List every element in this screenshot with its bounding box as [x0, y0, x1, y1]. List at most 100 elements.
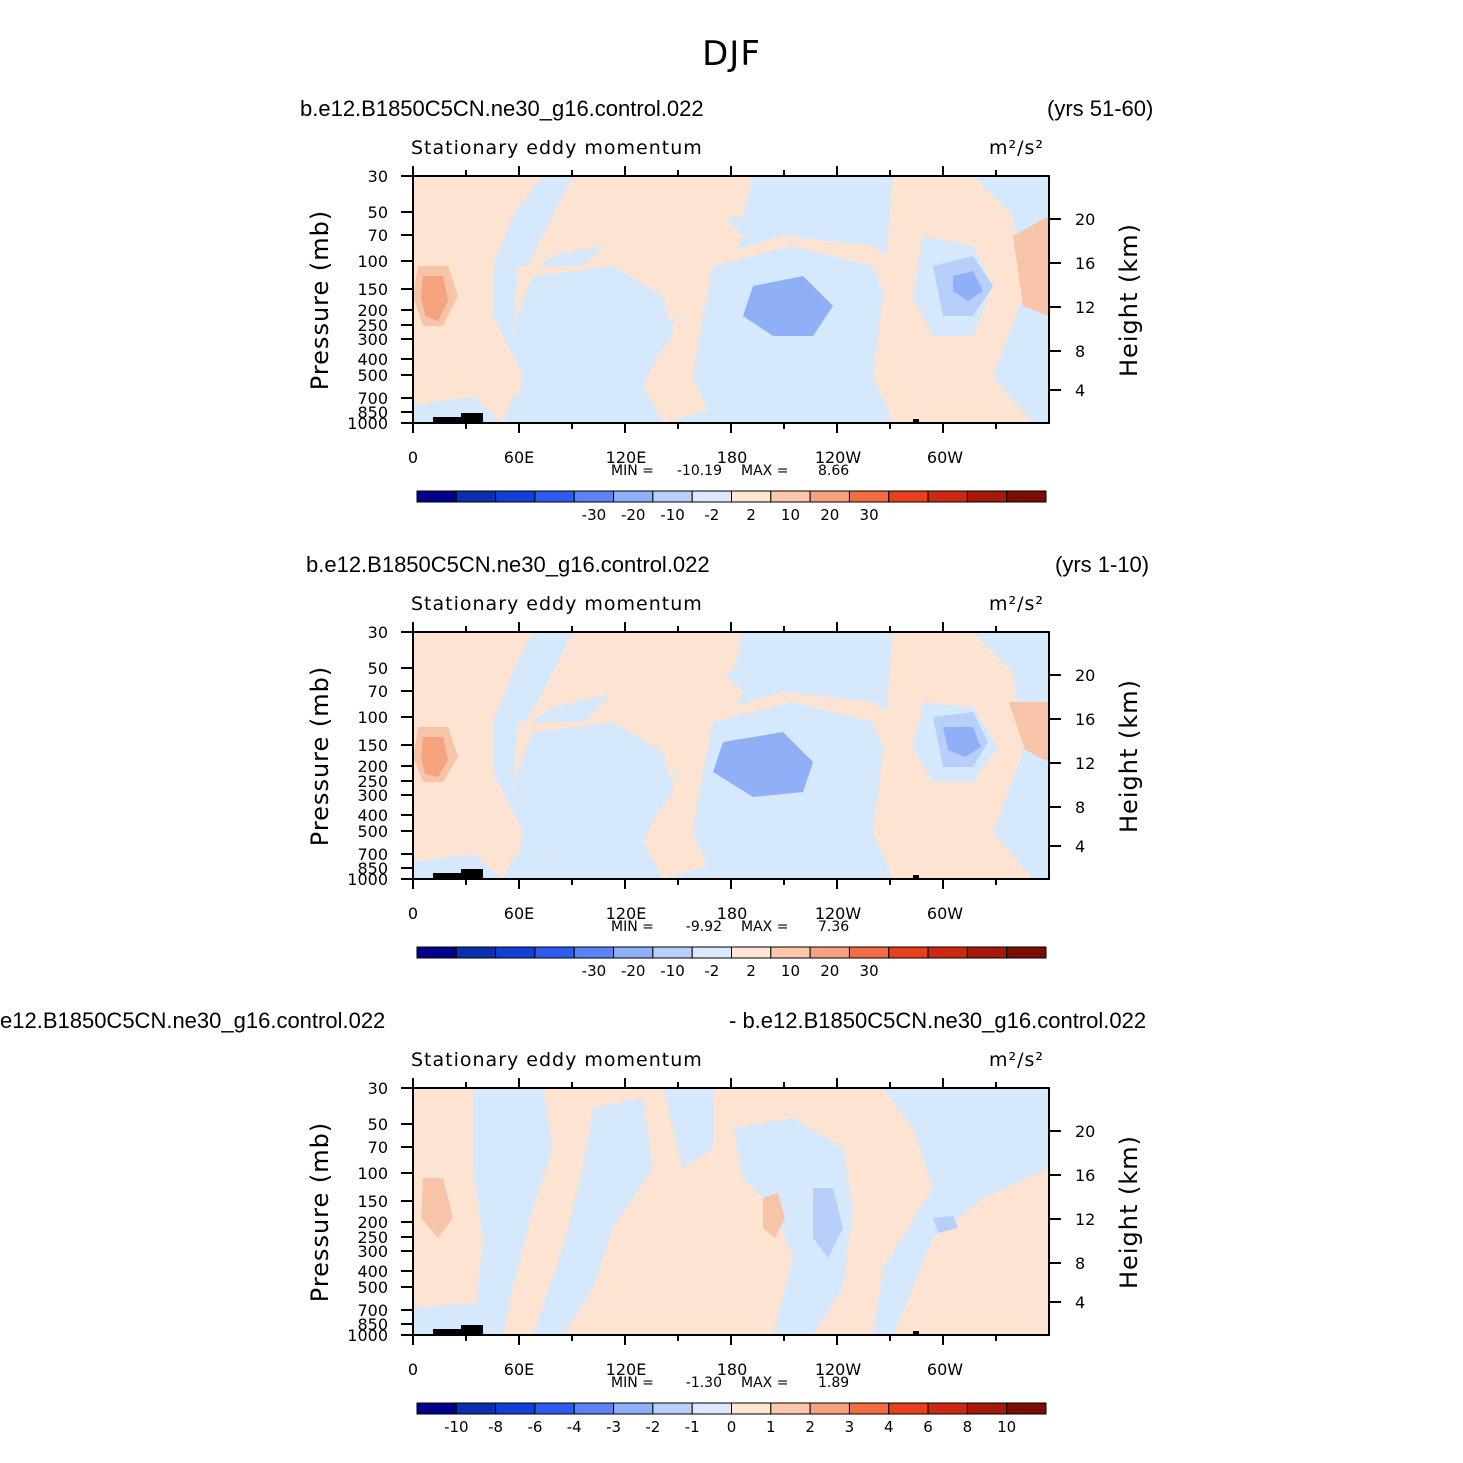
contour-region [473, 1088, 553, 1335]
y-right-tick-label: 16 [1075, 1166, 1095, 1185]
min-max: MIN = -9.92 MAX = 7.36 [611, 919, 849, 935]
y-right-tick-label: 20 [1075, 666, 1095, 685]
x-tick-label: 60E [504, 1360, 534, 1379]
colorbar-label: 0 [727, 1418, 737, 1436]
panel-title-left: b.e12.B1850C5CN.ne30_g16.control.022 [300, 96, 704, 121]
y-right-tick-label: 20 [1075, 210, 1095, 229]
x-tick-label: 0 [408, 904, 418, 923]
max-value: 7.36 [818, 919, 849, 935]
contour-region [513, 266, 673, 423]
units-label: m²/s² [989, 137, 1045, 159]
colorbar-label: -20 [621, 962, 646, 980]
colorbar-label: -10 [660, 962, 685, 980]
y-right-tick-label: 20 [1075, 1122, 1095, 1141]
colorbar-label: 6 [923, 1418, 933, 1436]
min-label: MIN = [611, 1375, 654, 1391]
y-tick-label: 50 [368, 203, 388, 222]
y-right-tick-label: 4 [1075, 1293, 1085, 1312]
colorbar-label: 30 [860, 506, 879, 524]
contour-region [953, 271, 983, 301]
contour-region [1009, 702, 1049, 762]
x-tick-label: 180 [717, 904, 748, 923]
contour-region [873, 1088, 1049, 1335]
colorbar-label: -3 [606, 1418, 621, 1436]
max-label: MAX = [741, 463, 788, 479]
y-right-tick-label: 16 [1075, 254, 1095, 273]
y-tick-label: 500 [357, 822, 388, 841]
colorbar-label: -8 [488, 1418, 503, 1436]
max-value: 8.66 [818, 463, 849, 479]
contour-region [513, 722, 673, 879]
colorbar-label: -10 [660, 506, 685, 524]
y-tick-label: 50 [368, 1115, 388, 1134]
contour-region [713, 732, 813, 797]
x-tick-label: 120E [606, 448, 647, 467]
x-tick-label: 60E [504, 448, 534, 467]
x-tick-label: 60W [927, 1360, 963, 1379]
y-right-axis-title: Height (km) [1115, 679, 1143, 833]
y-right-tick-label: 16 [1075, 710, 1095, 729]
y-right-axis-title: Height (km) [1115, 1135, 1143, 1289]
colorbar-label: 2 [746, 962, 756, 980]
contour-region [733, 1118, 853, 1335]
colorbar-box [731, 1402, 772, 1415]
colorbar-box [652, 1402, 693, 1415]
topography [433, 873, 463, 879]
colorbar-label: 20 [820, 962, 839, 980]
colorbar-box [966, 1402, 1008, 1415]
y-tick-label: 1000 [347, 414, 388, 433]
colorbar-label: -2 [704, 962, 719, 980]
colorbar-box [927, 1402, 968, 1415]
colorbar-box [1006, 490, 1047, 503]
topography [433, 417, 463, 423]
contour-region [743, 276, 833, 336]
x-tick-label: 0 [408, 1360, 418, 1379]
y-tick-label: 70 [368, 226, 388, 245]
y-tick-label: 30 [368, 623, 388, 642]
y-tick-label: 500 [357, 366, 388, 385]
y-tick-label: 150 [357, 736, 388, 755]
x-tick-label: 120W [815, 904, 862, 923]
y-tick-label: 100 [357, 708, 388, 727]
contour-field [413, 1088, 1049, 1335]
y-tick-label: 250 [357, 772, 388, 791]
contour-region [421, 1178, 453, 1238]
y-right-tick-label: 8 [1075, 798, 1085, 817]
y-tick-label: 400 [357, 350, 388, 369]
contour-region [763, 1193, 785, 1238]
variable-label: Stationary eddy momentum [411, 137, 703, 159]
contour-region [663, 1088, 713, 1168]
y-tick-label: 300 [357, 330, 388, 349]
colorbar-label: 10 [781, 962, 800, 980]
panel-title-left: b.e12.B1850C5CN.ne30_g16.control.022 [306, 552, 710, 577]
y-tick-label: 30 [368, 1079, 388, 1098]
variable-label: Stationary eddy momentum [411, 593, 703, 615]
contour-region [503, 391, 593, 423]
y-right-tick-label: 12 [1075, 298, 1095, 317]
panel-2: b.e12.B1850C5CN.ne30_g16.control.022 (yr… [0, 456, 1463, 980]
colorbar-label: 2 [746, 506, 756, 524]
x-tick-label: 60E [504, 904, 534, 923]
contour-region [813, 1188, 843, 1258]
colorbar-box [770, 1402, 811, 1415]
figure-title: DJF [702, 34, 761, 74]
contour-plot: 0 60E 120E 180 120W 60W3050701001502002503004… [306, 1078, 1143, 1436]
panel-1: b.e12.B1850C5CN.ne30_g16.control.022 (yr… [0, 0, 1463, 524]
topography [461, 413, 483, 423]
y-axis-title: Pressure (mb) [306, 666, 334, 846]
contour-region [413, 632, 533, 879]
topography [461, 1325, 483, 1335]
x-tick-label: 180 [717, 1360, 748, 1379]
colorbar-box [809, 1402, 850, 1415]
contour-region [413, 176, 543, 423]
colorbar-label: -10 [444, 1418, 469, 1436]
colorbar-box [416, 1402, 457, 1415]
y-axis-title: Pressure (mb) [306, 1122, 334, 1302]
colorbar-label: 3 [845, 1418, 855, 1436]
y-right-tick-label: 12 [1075, 1210, 1095, 1229]
y-tick-label: 250 [357, 316, 388, 335]
units-label: m²/s² [989, 1049, 1045, 1071]
y-tick-label: 400 [357, 1262, 388, 1281]
contour-field [413, 176, 1049, 423]
